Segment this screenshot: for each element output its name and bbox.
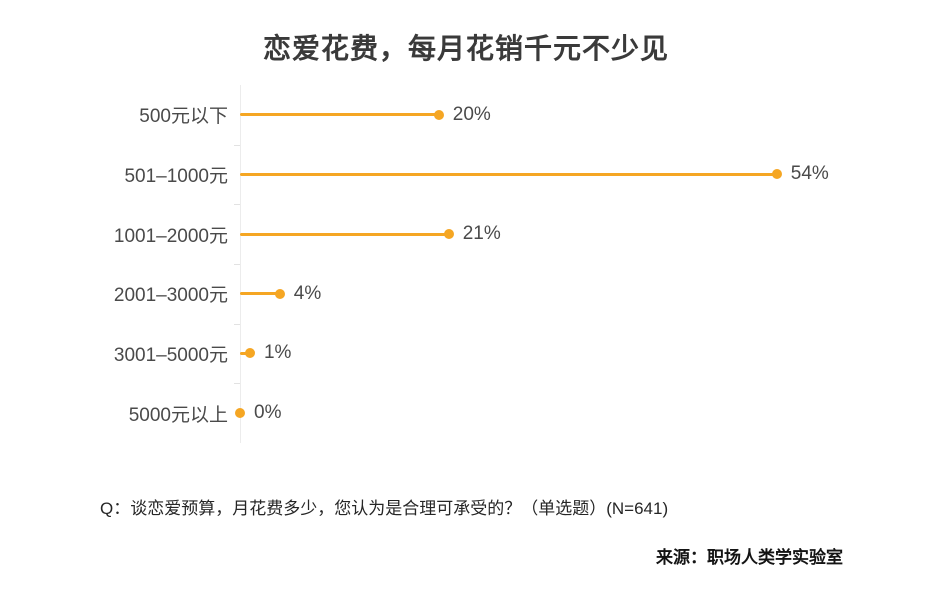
lollipop-line bbox=[240, 348, 255, 359]
chart-title: 恋爱花费，每月花销千元不少见 bbox=[262, 33, 669, 64]
chart-rows: 500元以下 20% 501–1000元 54% 1001–2000元 21% … bbox=[0, 85, 932, 443]
chart-row: 501–1000元 54% bbox=[0, 145, 932, 205]
lollipop-dot bbox=[433, 109, 444, 120]
value-label: 0% bbox=[254, 402, 282, 424]
value-label: 1% bbox=[263, 342, 292, 364]
bar-area: 54% bbox=[240, 163, 829, 185]
bar-area: 4% bbox=[240, 283, 321, 305]
category-label: 3001–5000元 bbox=[113, 344, 228, 366]
lollipop-dot bbox=[443, 229, 454, 240]
lollipop-dot bbox=[244, 348, 255, 359]
axis-tick bbox=[234, 263, 240, 265]
axis-tick bbox=[234, 144, 240, 146]
y-axis-line bbox=[240, 85, 241, 443]
axis-tick bbox=[234, 323, 240, 325]
value-label: 20% bbox=[452, 103, 491, 125]
lollipop-line bbox=[240, 109, 444, 120]
lollipop-line bbox=[240, 169, 782, 180]
chart-row: 500元以下 20% bbox=[0, 85, 932, 145]
lollipop-dot bbox=[235, 408, 245, 419]
axis-tick bbox=[234, 383, 240, 385]
axis-tick bbox=[234, 204, 240, 206]
value-label: 21% bbox=[462, 223, 501, 245]
lollipop-chart: 500元以下 20% 501–1000元 54% 1001–2000元 21% … bbox=[0, 85, 932, 443]
category-label: 1001–2000元 bbox=[113, 225, 228, 247]
value-label: 4% bbox=[293, 282, 322, 304]
chart-row: 5000元以上 0% bbox=[0, 383, 932, 443]
category-label: 501–1000元 bbox=[124, 165, 228, 187]
survey-question-note: Q：谈恋爱预算，月花费多少，您认为是合理可承受的？（单选题）(N=641) bbox=[100, 499, 669, 518]
category-label: 5000元以上 bbox=[128, 404, 228, 426]
category-label: 2001–3000元 bbox=[113, 285, 228, 307]
lollipop-dot bbox=[274, 288, 285, 299]
lollipop-line bbox=[240, 288, 285, 299]
lollipop-dot bbox=[771, 169, 782, 180]
category-label: 500元以下 bbox=[139, 106, 228, 128]
lollipop-line bbox=[240, 229, 454, 240]
source-credit: 来源：职场人类学实验室 bbox=[656, 548, 843, 567]
bar-area: 1% bbox=[240, 342, 291, 364]
chart-row: 2001–3000元 4% bbox=[0, 264, 932, 324]
chart-row: 1001–2000元 21% bbox=[0, 204, 932, 264]
bar-area: 0% bbox=[235, 402, 282, 424]
value-label: 54% bbox=[790, 163, 829, 185]
chart-row: 3001–5000元 1% bbox=[0, 324, 932, 384]
bar-area: 20% bbox=[240, 104, 491, 126]
bar-area: 21% bbox=[240, 223, 501, 245]
